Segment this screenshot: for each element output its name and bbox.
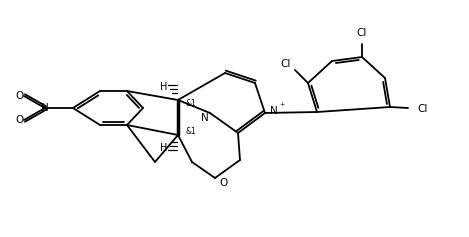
Text: Cl: Cl [357,28,367,38]
Text: &1: &1 [185,99,196,108]
Text: Cl: Cl [281,59,291,69]
Text: Cl: Cl [418,104,428,114]
Text: O: O [219,178,227,188]
Text: H: H [160,143,168,153]
Text: H: H [160,82,168,92]
Text: O: O [16,91,24,101]
Text: O: O [16,115,24,125]
Text: N: N [201,113,209,123]
Text: &1: &1 [185,128,196,137]
Text: N: N [270,106,278,116]
Text: ⁺: ⁺ [280,102,285,112]
Text: N: N [41,103,49,113]
